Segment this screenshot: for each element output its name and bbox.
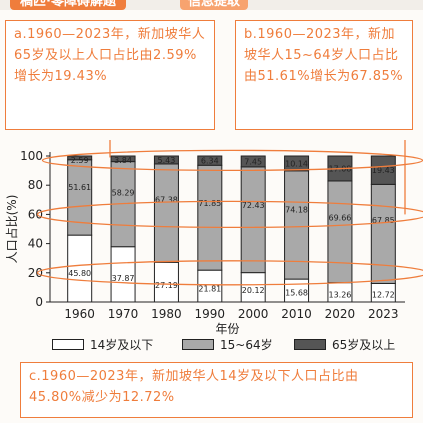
- legend-item-young: 14岁及以下: [52, 336, 153, 353]
- y-tick-label: 100: [20, 149, 43, 163]
- data-label-15~64岁-1970: 58.29: [112, 188, 135, 197]
- x-tick-label-2020: 2020: [325, 307, 356, 321]
- bar-15~64岁-2020: [327, 180, 353, 284]
- bar-65岁及以上-1980: [153, 155, 179, 165]
- bar-65岁及以上-1960: [67, 155, 93, 161]
- data-label-15~64岁-1980: 67.38: [155, 195, 178, 204]
- legend-swatch-young: [52, 339, 84, 350]
- y-tick-label: 40: [28, 237, 43, 251]
- highlight-working-band: [36, 200, 423, 229]
- y-tick-label: 20: [28, 266, 43, 280]
- bar-65岁及以上-2000: [240, 155, 266, 168]
- x-tick-label-1980: 1980: [151, 307, 182, 321]
- data-label-65岁及以上-2023: 19.43: [372, 166, 395, 175]
- note-b: b.1960—2023年，新加坡华人15~64岁人口占比由51.61%增长为67…: [235, 20, 413, 130]
- data-label-65岁及以上-1960: 2.59: [71, 156, 89, 165]
- y-axis-label: 人口占比(%): [4, 195, 19, 264]
- annotation-ellipses-front: [36, 140, 423, 286]
- data-label-14岁及以下-1970: 37.87: [112, 274, 135, 283]
- legend-swatch-elderly: [294, 339, 326, 350]
- legend-swatch-working: [182, 339, 214, 350]
- data-label-14岁及以下-1980: 27.19: [155, 281, 178, 290]
- section-tab: 稿匹·零障碍解题: [10, 0, 126, 10]
- legend-label-working: 15~64岁: [220, 338, 273, 352]
- x-tick-label-2023: 2023: [368, 307, 399, 321]
- bar-15~64岁-1980: [153, 163, 179, 263]
- data-label-15~64岁-2000: 72.43: [242, 201, 265, 210]
- chart-labels: 45.80 51.61 2.59 1960 37.87 58.29 3.84 1970 27.1…: [64, 156, 398, 335]
- data-label-15~64岁-2023: 67.85: [372, 216, 395, 225]
- data-label-14岁及以下-2023: 12.72: [372, 291, 395, 300]
- bar-15~64岁-1960: [67, 159, 93, 236]
- y-tick-label: 0: [35, 295, 43, 309]
- bar-14岁及以下-1960: [67, 234, 93, 303]
- note-c: c.1960—2023年，新加坡华人14岁及以下人口占比由45.80%减少为12…: [20, 362, 413, 418]
- data-label-15~64岁-1960: 51.61: [68, 183, 91, 192]
- highlight-elderly-band: [41, 149, 423, 172]
- bar-15~64岁-2000: [240, 166, 266, 274]
- bar-14岁及以下-1980: [153, 261, 179, 303]
- bar-65岁及以上-1990: [197, 155, 223, 166]
- legend-label-elderly: 65岁及以上: [332, 338, 396, 352]
- y-tick-label: 60: [28, 207, 43, 221]
- chart-bars: [67, 155, 396, 303]
- bar-15~64岁-2010: [284, 170, 310, 280]
- x-tick-label-1990: 1990: [195, 307, 226, 321]
- data-label-15~64岁-1990: 71.85: [198, 199, 221, 208]
- chart-legend: 14岁及以下 15~64岁 65岁及以上: [52, 336, 422, 354]
- y-tick-label: 80: [28, 178, 43, 192]
- data-label-65岁及以上-2010: 10.14: [285, 159, 308, 168]
- note-a: a.1960—2023年，新加坡华人65岁及以上人口占比由2.59%增长为19.…: [5, 20, 215, 130]
- data-label-65岁及以上-2000: 7.45: [244, 157, 262, 166]
- legend-item-elderly: 65岁及以上: [294, 336, 395, 353]
- bar-14岁及以下-1970: [110, 246, 136, 303]
- data-label-14岁及以下-2020: 13.26: [328, 290, 351, 299]
- data-label-15~64岁-2020: 69.66: [328, 214, 351, 223]
- data-label-14岁及以下-2010: 15.68: [285, 289, 308, 298]
- data-label-14岁及以下-2000: 20.12: [242, 286, 265, 295]
- data-label-65岁及以上-1970: 3.84: [114, 156, 132, 165]
- section-tab-info: 信息提取: [180, 0, 249, 10]
- bar-65岁及以上-2010: [284, 155, 310, 172]
- x-axis-label: 年份: [215, 322, 239, 335]
- data-label-14岁及以下-1990: 21.81: [198, 285, 221, 294]
- x-tick-label-1960: 1960: [64, 307, 95, 321]
- x-tick-label-2000: 2000: [238, 307, 269, 321]
- stacked-bar-chart: 0 20 40 60 80 100 人口占比(%) 45.80 51.61 2.59 1960 37…: [4, 140, 423, 335]
- x-tick-label-2010: 2010: [281, 307, 312, 321]
- legend-item-working: 15~64岁: [182, 336, 273, 353]
- bar-65岁及以上-1970: [110, 155, 136, 163]
- bar-65岁及以上-2023: [370, 155, 396, 185]
- data-label-65岁及以上-1980: 5.43: [158, 156, 176, 165]
- bar-15~64岁-2023: [370, 183, 396, 284]
- data-label-15~64岁-2010: 74.18: [285, 206, 308, 215]
- legend-label-young: 14岁及以下: [90, 338, 154, 352]
- data-label-65岁及以上-1990: 6.34: [201, 157, 219, 166]
- data-label-14岁及以下-1960: 45.80: [68, 269, 91, 278]
- x-tick-label-1970: 1970: [108, 307, 139, 321]
- highlight-young-band: [36, 260, 423, 286]
- bar-15~64岁-1990: [197, 164, 223, 271]
